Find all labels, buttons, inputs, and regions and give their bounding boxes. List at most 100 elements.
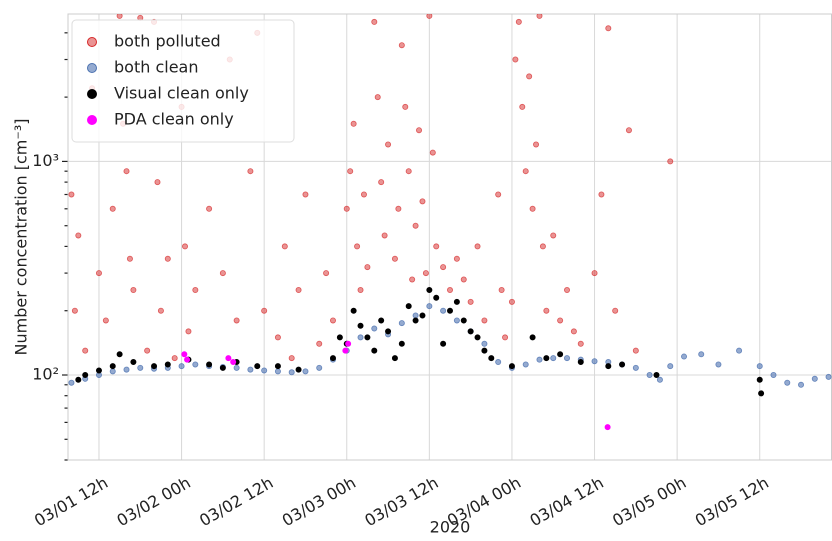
data-point (206, 205, 213, 212)
data-point (371, 325, 378, 332)
data-point (412, 222, 419, 229)
data-point (632, 347, 639, 354)
data-point (323, 270, 330, 277)
data-point (681, 353, 688, 360)
data-point (474, 243, 481, 250)
data-point (342, 347, 349, 354)
y-tick-label: 10² (32, 365, 59, 384)
data-point (619, 361, 626, 368)
data-point (295, 366, 302, 373)
data-point (429, 149, 436, 156)
legend-marker (87, 89, 97, 99)
data-point (219, 270, 226, 277)
data-point (460, 276, 467, 283)
data-point (157, 307, 164, 314)
data-point (440, 340, 447, 347)
data-point (329, 317, 336, 324)
data-point (405, 303, 412, 310)
data-point (371, 18, 378, 25)
x-tick-label: 03/04 12h (527, 473, 607, 530)
x-tick-label: 03/05 12h (692, 473, 772, 530)
data-point (422, 270, 429, 277)
data-point (536, 14, 543, 19)
data-point (526, 73, 533, 80)
data-point (364, 264, 371, 271)
data-point (261, 367, 268, 374)
x-tick-label: 03/02 12h (196, 473, 276, 530)
data-point (550, 232, 557, 239)
data-point (185, 328, 192, 335)
data-point (378, 179, 385, 186)
data-point (440, 264, 447, 271)
data-point (598, 191, 605, 198)
data-point (784, 379, 791, 386)
data-point (533, 141, 540, 148)
data-point (398, 320, 405, 327)
data-point (350, 120, 357, 127)
x-tick-label: 03/04 00h (444, 473, 524, 530)
data-point (460, 317, 467, 324)
data-point (515, 18, 522, 25)
legend-box (71, 19, 295, 143)
data-point (488, 355, 495, 362)
data-point (274, 363, 281, 370)
data-point (604, 424, 611, 431)
data-point (371, 347, 378, 354)
data-point (519, 103, 526, 110)
data-point (512, 56, 519, 63)
legend-marker (87, 63, 97, 73)
x-tick-label: 03/02 00h (114, 473, 194, 530)
data-point (543, 307, 550, 314)
data-point (498, 287, 505, 294)
data-point (144, 347, 151, 354)
data-point (247, 366, 254, 373)
data-point (109, 205, 116, 212)
data-point (550, 355, 557, 362)
data-point (184, 356, 191, 363)
data-point (667, 363, 674, 370)
data-point (357, 334, 364, 341)
data-point (116, 14, 123, 19)
legend-marker (87, 37, 97, 47)
data-point (192, 361, 199, 368)
data-point (130, 359, 137, 366)
data-point (302, 191, 309, 198)
data-point (591, 270, 598, 277)
data-point (233, 317, 240, 324)
data-point (577, 340, 584, 347)
y-axis-label: Number concentration [cm⁻³] (12, 119, 31, 356)
data-point (632, 364, 639, 371)
data-point (274, 368, 281, 375)
data-point (502, 334, 509, 341)
data-point (295, 287, 302, 294)
data-point (646, 372, 653, 379)
legend-label: PDA clean only (114, 110, 234, 129)
data-point (130, 287, 137, 294)
data-point (508, 363, 515, 370)
data-point (419, 312, 426, 319)
data-point (395, 205, 402, 212)
data-point (474, 334, 481, 341)
data-point (557, 317, 564, 324)
data-point (123, 366, 130, 373)
x-axis-label: 2020 (430, 518, 471, 537)
data-point (758, 390, 765, 397)
data-point (426, 303, 433, 310)
data-point (825, 373, 832, 380)
data-point (591, 358, 598, 365)
data-point (360, 191, 367, 198)
data-point (426, 287, 433, 294)
data-point (605, 25, 612, 32)
data-point (536, 356, 543, 363)
data-point (68, 191, 75, 198)
data-point (570, 328, 577, 335)
data-point (302, 368, 309, 375)
data-point (467, 328, 474, 335)
x-tick-label: 03/03 00h (279, 473, 359, 530)
data-point (154, 179, 161, 186)
data-point (357, 287, 364, 294)
legend-marker (87, 115, 97, 125)
data-point (378, 317, 385, 324)
data-point (522, 168, 529, 175)
